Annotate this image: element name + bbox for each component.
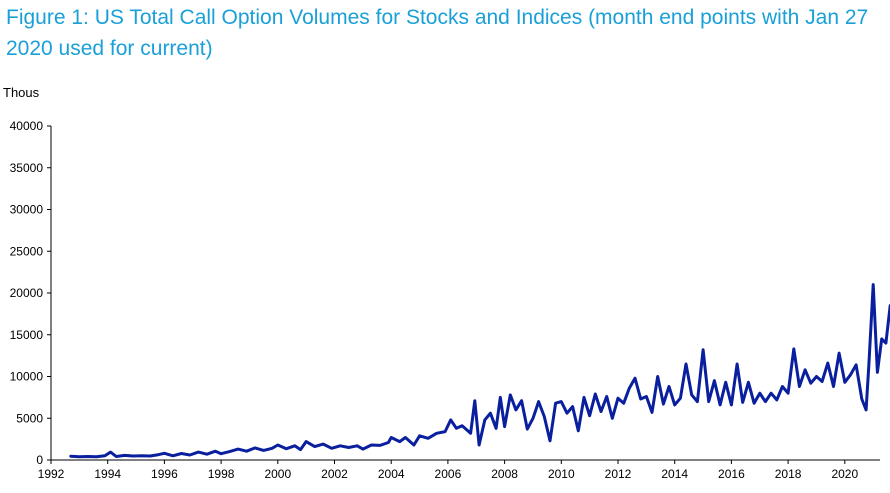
y-tick-label: 30000 bbox=[10, 203, 44, 217]
chart-series bbox=[69, 283, 890, 459]
x-tick-label: 2002 bbox=[321, 467, 348, 481]
x-tick-label: 1996 bbox=[151, 467, 178, 481]
x-tick-label: 2010 bbox=[548, 467, 575, 481]
x-tick-label: 2020 bbox=[831, 467, 858, 481]
x-tick-label: 2018 bbox=[775, 467, 802, 481]
y-tick-label: 0 bbox=[36, 453, 43, 467]
series-line bbox=[69, 283, 890, 459]
y-tick-label: 20000 bbox=[10, 286, 44, 300]
x-tick-label: 2012 bbox=[605, 467, 632, 481]
chart-title: Figure 1: US Total Call Option Volumes f… bbox=[6, 6, 869, 60]
y-tick-label: 5000 bbox=[16, 411, 43, 425]
x-tick-label: 1992 bbox=[38, 467, 65, 481]
x-tick-label: 2006 bbox=[435, 467, 462, 481]
x-tick-label: 2016 bbox=[718, 467, 745, 481]
y-tick-label: 40000 bbox=[10, 119, 44, 133]
y-tick-label: 25000 bbox=[10, 244, 44, 258]
x-tick-label: 2004 bbox=[378, 467, 405, 481]
x-tick-label: 2000 bbox=[264, 467, 291, 481]
x-tick-label: 1998 bbox=[208, 467, 235, 481]
y-axis-ticks: 0 5000 10000 15000 20000 25000 30000 35000 40000 bbox=[10, 119, 51, 467]
x-tick-label: 2014 bbox=[661, 467, 688, 481]
y-tick-label: 10000 bbox=[10, 370, 44, 384]
y-axis-unit-label: Thous bbox=[3, 85, 40, 100]
x-tick-label: 2008 bbox=[491, 467, 518, 481]
x-axis-ticks: 1992 1994 1996 1998 2000 2002 2004 2006 2008 2010… bbox=[38, 460, 858, 481]
y-tick-label: 15000 bbox=[10, 328, 44, 342]
x-tick-label: 1994 bbox=[94, 467, 121, 481]
chart-axes bbox=[50, 126, 880, 461]
y-tick-label: 35000 bbox=[10, 161, 44, 175]
